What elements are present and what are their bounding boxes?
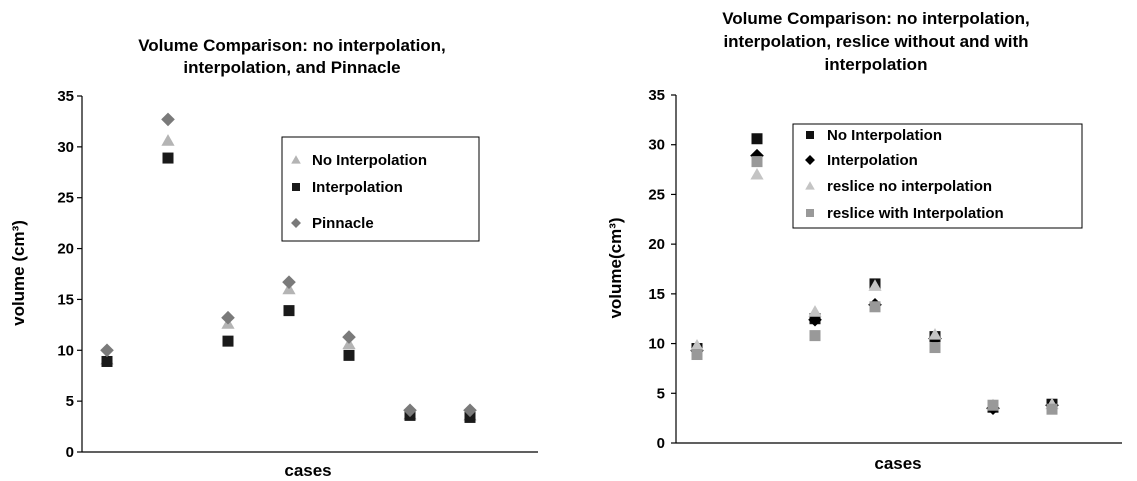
- data-point-series-2: [690, 338, 704, 351]
- data-point-series-2: [161, 112, 175, 127]
- chart-title-line-2: interpolation, reslice without and with: [723, 32, 1028, 51]
- legend: No Interpolation Interpolation reslice no …: [792, 123, 1083, 229]
- y-tick-label: 30: [57, 139, 74, 156]
- y-tick-label: 10: [57, 342, 74, 359]
- y-axis-label: volume(cm³): [606, 217, 625, 318]
- legend-label-3: reslice with Interpolation: [827, 205, 1004, 222]
- data-point-series-2: [221, 310, 235, 325]
- data-point-series-2: [100, 343, 114, 358]
- data-point-series-0: [161, 134, 175, 146]
- y-tick-label: 20: [57, 241, 74, 258]
- y-axis-label: volume (cm³): [9, 220, 28, 326]
- legend-box: [792, 123, 1083, 229]
- legend-marker-0: [806, 131, 814, 139]
- legend-label-1: Interpolation: [827, 152, 918, 169]
- y-tick-label: 15: [648, 286, 665, 303]
- chart-title-line-1: Volume Comparison: no interpolation,: [722, 9, 1030, 28]
- legend-label-0: No Interpolation: [827, 127, 942, 144]
- chart-volume-comparison-pinnacle: Volume Comparison: no interpolation, int…: [9, 36, 538, 480]
- data-point-series-3: [987, 399, 999, 411]
- data-point-series-1: [343, 349, 355, 361]
- legend-label-1: Interpolation: [312, 179, 403, 196]
- data-point-series-1: [464, 411, 476, 423]
- data-point-series-3: [751, 156, 763, 168]
- data-point-series-3: [691, 349, 703, 361]
- data-point-series-1: [222, 335, 234, 347]
- data-points: [690, 133, 1059, 416]
- legend-marker-3: [806, 209, 814, 217]
- legend-label-2: reslice no interpolation: [827, 178, 992, 195]
- data-point-series-2: [868, 279, 882, 291]
- data-point-series-2: [928, 328, 942, 340]
- chart-volume-comparison-reslice: Volume Comparison: no interpolation, int…: [606, 9, 1122, 473]
- x-axis-label: cases: [874, 454, 921, 473]
- data-point-series-2: [463, 403, 477, 418]
- y-tick-label: 20: [648, 236, 665, 253]
- y-tick-label: 5: [66, 393, 74, 410]
- data-point-series-1: [101, 355, 113, 367]
- legend-marker-1: [805, 155, 815, 165]
- legend-marker-1: [292, 183, 300, 191]
- y-tick-label: 10: [648, 336, 665, 353]
- data-point-series-2: [750, 167, 764, 180]
- data-point-series-3: [809, 330, 821, 342]
- chart-title-line-1: Volume Comparison: no interpolation,: [138, 36, 446, 55]
- data-point-series-1: [808, 312, 822, 327]
- data-point-series-2: [808, 305, 822, 317]
- legend-box: [281, 136, 480, 242]
- axes: 0 5 10 15 20 25 30 35: [57, 88, 538, 461]
- legend-label-0: No Interpolation: [312, 152, 427, 169]
- y-tick-label: 25: [648, 186, 665, 203]
- chart-title-line-2: interpolation, and Pinnacle: [183, 58, 400, 77]
- y-tick-label: 35: [648, 87, 665, 104]
- y-tick-label: 30: [648, 137, 665, 154]
- data-point-series-3: [869, 301, 881, 313]
- y-tick-label: 25: [57, 190, 74, 207]
- y-tick-label: 15: [57, 291, 74, 308]
- data-point-series-1: [750, 148, 764, 163]
- y-tick-label: 0: [657, 435, 665, 452]
- legend-marker-2: [805, 181, 815, 190]
- legend-marker-2: [291, 218, 301, 228]
- x-axis-label: cases: [284, 461, 331, 480]
- data-point-series-2: [282, 275, 296, 289]
- data-point-series-0: [751, 133, 763, 145]
- legend: No Interpolation Interpolation Pinnacle: [281, 136, 480, 242]
- y-tick-label: 0: [66, 444, 74, 461]
- data-point-series-2: [342, 330, 356, 344]
- data-point-series-1: [162, 152, 174, 164]
- legend-marker-0: [291, 155, 301, 164]
- y-tick-label: 5: [657, 385, 665, 402]
- legend-label-2: Pinnacle: [312, 215, 374, 232]
- data-point-series-2: [403, 403, 417, 418]
- axes: 0 5 10 15 20 25 30 35: [648, 87, 1122, 452]
- data-points: [100, 112, 477, 423]
- data-point-series-3: [1046, 403, 1058, 415]
- data-point-series-3: [929, 342, 941, 354]
- y-tick-label: 35: [57, 88, 74, 105]
- chart-title-line-3: interpolation: [825, 55, 928, 74]
- data-point-series-1: [283, 305, 295, 317]
